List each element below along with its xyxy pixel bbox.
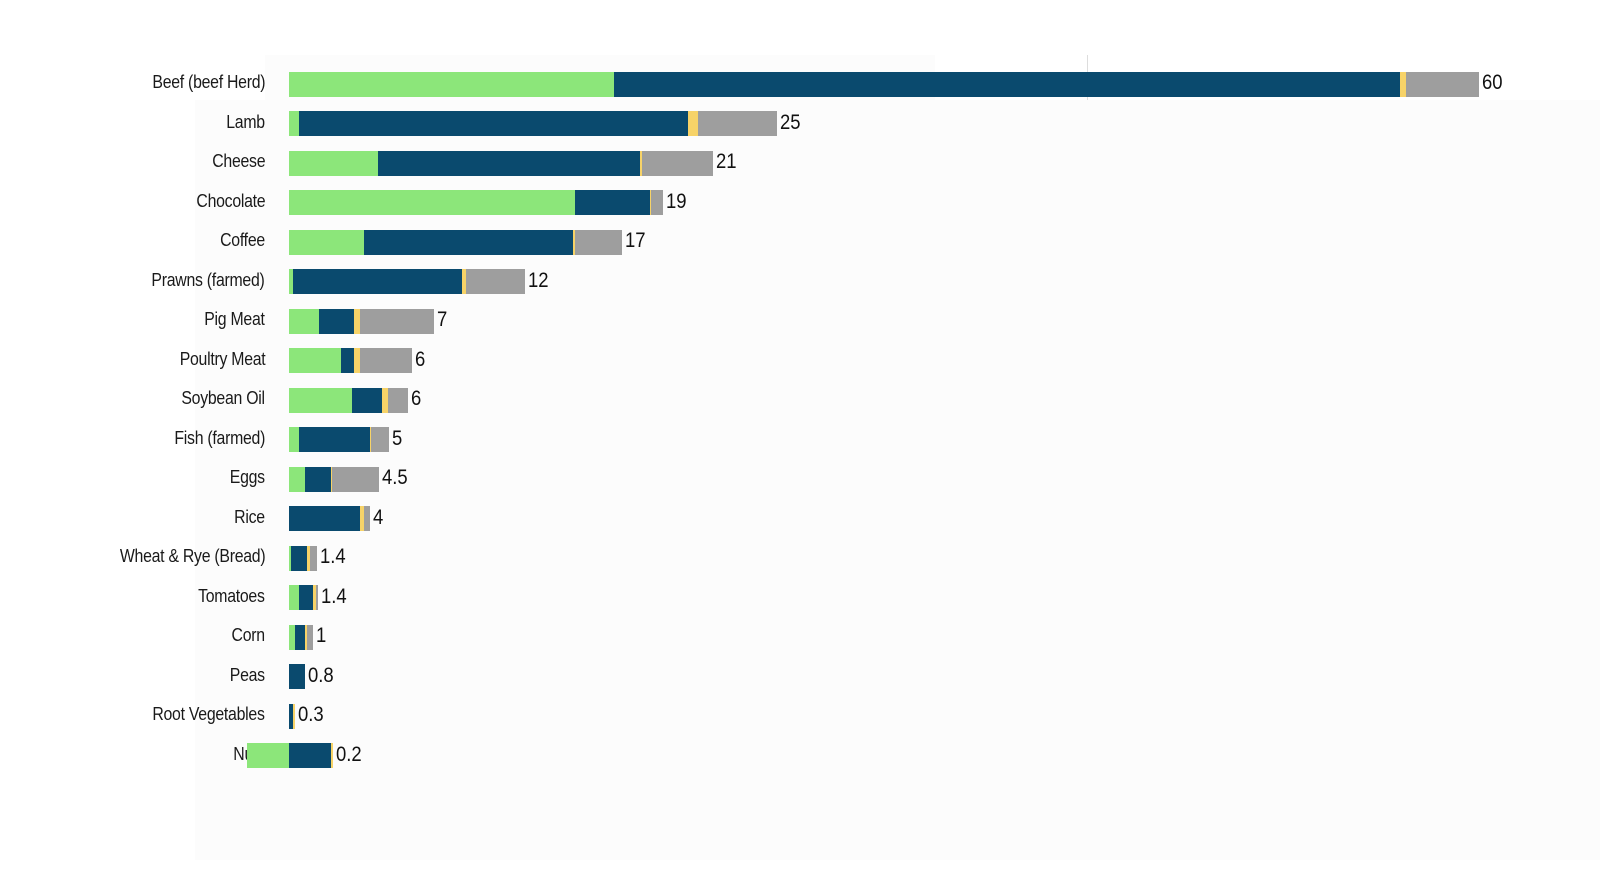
bar-segment-farm-emissions (298, 585, 313, 610)
bar-segment-processing-transport (330, 743, 333, 768)
bar-segment-processing-transport (461, 269, 466, 294)
category-label: Prawns (farmed) (151, 269, 265, 290)
category-label: Wheat & Rye (Bread) (119, 546, 265, 566)
category-label: Cheese (211, 151, 265, 171)
category-label: Eggs (229, 467, 265, 487)
bar-segment-processing-transport (382, 387, 389, 413)
bar-segment-retail-packaging (360, 308, 434, 334)
bar-total-label: 1.4 (319, 545, 346, 568)
bar-segment-farm-emissions (614, 71, 1400, 97)
bar-total-label: 0.8 (307, 663, 334, 687)
bar-segment-retail-packaging (315, 585, 318, 610)
bar-segment-farm-emissions (292, 269, 462, 294)
bar-segment-farm-emissions (298, 111, 688, 136)
bar-segment-farm-emissions (294, 624, 305, 650)
bar-segment-land-use (289, 111, 299, 136)
bar-segment-farm-emissions (304, 466, 331, 492)
bar-total-label: 1.4 (320, 584, 347, 608)
bar-segment-land-use (289, 150, 379, 176)
bar-segment-processing-transport (360, 506, 365, 531)
bar-segment-land-use (289, 466, 305, 492)
category-label: Fish (farmed) (174, 427, 265, 448)
bar-segment-land-use (289, 348, 341, 373)
bar-segment-retail-packaging (642, 150, 714, 176)
bar-segment-farm-emissions (298, 427, 371, 452)
bar-segment-farm-emissions (289, 703, 293, 729)
category-label: Beef (beef Herd) (152, 72, 265, 92)
bar-segment-processing-transport (640, 150, 643, 176)
bar-segment-farm-emissions (289, 743, 331, 768)
bar-segment-processing-transport (304, 624, 307, 650)
bar-segment-retail-packaging (364, 506, 371, 531)
bar-segment-farm-emissions (340, 348, 355, 373)
bar-segment-retail-packaging (360, 348, 412, 373)
category-label: Chocolate (196, 190, 265, 211)
background-panel-lower (195, 100, 1600, 860)
bar-segment-land-use (247, 743, 289, 768)
bar-total-label: 12 (528, 268, 549, 292)
bar-segment-land-use (289, 585, 299, 610)
bar-segment-farm-emissions (289, 506, 361, 531)
bar-segment-land-use (289, 545, 291, 571)
bar-segment-land-use (289, 624, 295, 650)
bar-segment-retail-packaging (650, 190, 663, 215)
bar-segment-retail-packaging (371, 427, 390, 452)
bar-segment-land-use (289, 427, 299, 452)
bar-segment-processing-transport (292, 703, 295, 729)
bar-total-label: 17 (625, 229, 646, 252)
bar-segment-land-use (289, 71, 615, 97)
bar-segment-processing-transport (354, 348, 361, 373)
bar-segment-retail-packaging (697, 111, 777, 136)
bar-segment-farm-emissions (290, 545, 307, 571)
category-label: Peas (229, 664, 265, 685)
bar-segment-farm-emissions (364, 229, 573, 255)
category-label: Pig Meat (204, 309, 266, 329)
bar-segment-processing-transport (354, 308, 361, 334)
bar-segment-processing-transport (687, 111, 698, 136)
bar-total-label: 1 (315, 624, 327, 647)
bar-segment-retail-packaging (1405, 71, 1479, 97)
bar-segment-farm-emissions (352, 387, 383, 413)
bar-segment-land-use (289, 308, 319, 334)
category-label: Coffee (220, 230, 265, 250)
category-label: Tomatoes (198, 585, 265, 606)
bar-segment-farm-emissions (289, 664, 305, 689)
bar-total-label: 7 (436, 308, 448, 331)
bar-segment-land-use (289, 387, 353, 413)
category-label: Rice (234, 506, 265, 527)
bar-segment-retail-packaging (306, 624, 313, 650)
bar-segment-land-use (289, 190, 575, 215)
category-label: Soybean Oil (181, 388, 266, 408)
bar-total-label: 19 (665, 189, 687, 213)
bar-total-label: 6 (414, 347, 426, 371)
bar-segment-retail-packaging (309, 545, 317, 571)
bar-segment-processing-transport (312, 585, 316, 610)
bar-total-label: 60 (1482, 71, 1503, 94)
bar-total-label: 21 (716, 150, 737, 173)
category-label: Poultry Meat (179, 348, 265, 369)
bar-segment-land-use (289, 269, 293, 294)
bar-total-label: 0.3 (297, 703, 324, 726)
bar-total-label: 6 (411, 387, 422, 410)
bar-total-label: 4 (373, 505, 384, 529)
bar-segment-retail-packaging (465, 269, 526, 294)
bar-segment-processing-transport (1399, 71, 1406, 97)
bar-segment-farm-emissions (574, 190, 650, 215)
category-label: Corn (231, 625, 266, 645)
bar-total-label: 25 (779, 110, 801, 134)
bar-segment-processing-transport (572, 229, 575, 255)
bar-total-label: 0.2 (335, 742, 362, 766)
bar-segment-land-use (289, 229, 365, 255)
bar-segment-farm-emissions (378, 150, 641, 176)
bar-total-label: 4.5 (382, 466, 408, 489)
bar-total-label: 5 (392, 426, 403, 450)
bar-segment-processing-transport (306, 545, 310, 571)
bar-segment-retail-packaging (388, 387, 408, 413)
bar-segment-retail-packaging (574, 229, 623, 255)
category-label: Lamb (226, 111, 265, 132)
bar-segment-retail-packaging (331, 466, 380, 492)
bar-segment-farm-emissions (318, 308, 355, 334)
category-label: Root Vegetables (152, 704, 266, 724)
